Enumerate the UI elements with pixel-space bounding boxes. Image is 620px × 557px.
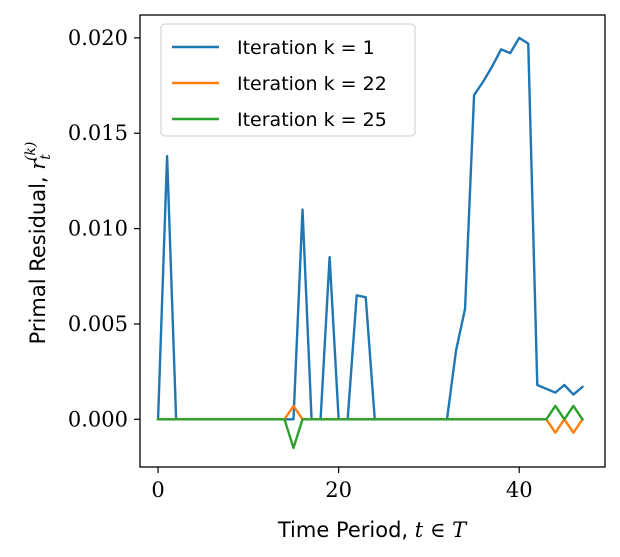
y-tick-label: 0.015 bbox=[68, 121, 128, 145]
y-tick-label: 0.000 bbox=[68, 407, 128, 431]
y-tick-label: 0.005 bbox=[68, 312, 128, 336]
x-axis-label: Time Period, t ∈ T bbox=[277, 518, 468, 542]
legend: Iteration k = 1 Iteration k = 22 Iteration… bbox=[160, 23, 416, 137]
plot-frame bbox=[139, 14, 606, 468]
legend-entry-label: Iteration k = 22 bbox=[237, 73, 387, 95]
series-line-3 bbox=[156, 404, 585, 450]
y-tick-label: 0.020 bbox=[68, 26, 128, 50]
x-axis: 0 20 40 bbox=[151, 467, 533, 502]
y-axis-label-text: Primal Residual, bbox=[26, 170, 50, 345]
series-layer bbox=[156, 36, 585, 450]
x-axis-label-math: t ∈ T bbox=[415, 518, 468, 542]
y-axis-label: Primal Residual, rt(k) bbox=[23, 142, 54, 345]
x-tick-label: 40 bbox=[506, 478, 533, 502]
y-axis-label-math: r bbox=[26, 158, 50, 170]
legend-entry-label: Iteration k = 1 bbox=[237, 37, 375, 59]
x-axis-label-text: Time Period, bbox=[277, 518, 415, 542]
y-axis: 0.000 0.005 0.010 0.015 0.020 bbox=[68, 26, 140, 431]
y-axis-label-sub: t bbox=[38, 154, 54, 160]
legend-box bbox=[160, 23, 416, 137]
legend-entry-label: Iteration k = 25 bbox=[237, 109, 387, 131]
x-tick-label: 0 bbox=[151, 478, 164, 502]
y-axis-label-sup: (k) bbox=[23, 142, 39, 161]
x-tick-label: 20 bbox=[325, 478, 352, 502]
y-tick-label: 0.010 bbox=[68, 217, 128, 241]
